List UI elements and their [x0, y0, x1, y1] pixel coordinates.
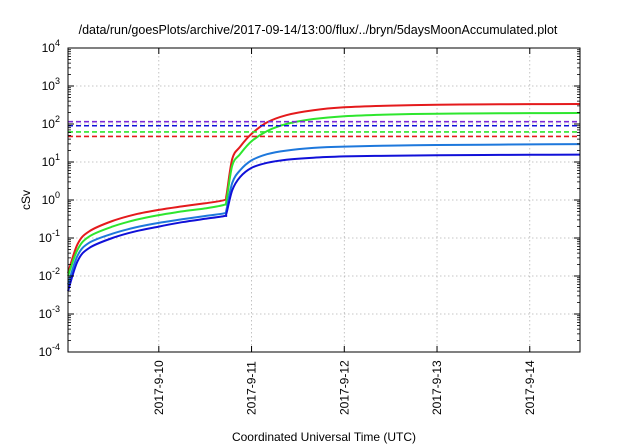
y-tick-exponent: -2 [52, 266, 60, 276]
y-tick-label: 100 [42, 190, 60, 207]
axis-ticks [68, 47, 580, 353]
series-line [67, 153, 581, 292]
y-tick-base: 10 [39, 269, 53, 283]
series-layer [67, 103, 581, 292]
y-tick-label: 101 [42, 152, 60, 169]
series-line [67, 143, 581, 285]
y-tick-exponent: -4 [52, 342, 60, 352]
y-tick-exponent: -3 [52, 304, 60, 314]
y-tick-label: 10-3 [39, 304, 60, 321]
y-tick-exponent: 4 [55, 38, 60, 48]
y-tick-exponent: 3 [55, 76, 60, 86]
y-tick-base: 10 [39, 345, 53, 359]
y-tick-label: 104 [42, 38, 60, 55]
y-tick-base: 10 [42, 155, 56, 169]
x-tick-label: 2017-9-14 [523, 360, 537, 415]
y-tick-label: 10-2 [39, 266, 60, 283]
x-tick-labels: 2017-9-10 2017-9-11 2017-9-12 2017-9-13 2017… [152, 360, 537, 415]
y-tick-base: 10 [42, 41, 56, 55]
y-tick-exponent: 2 [55, 114, 60, 124]
y-tick-label: 10-4 [39, 342, 60, 359]
y-tick-label: 103 [42, 76, 60, 93]
x-tick-label: 2017-9-12 [337, 360, 351, 415]
y-tick-exponent: -1 [52, 228, 60, 238]
y-tick-label: 102 [42, 114, 60, 131]
series-line [67, 103, 581, 274]
y-tick-base: 10 [42, 193, 56, 207]
chart-title: /data/run/goesPlots/archive/2017-09-14/1… [79, 23, 558, 37]
y-tick-exponent: 0 [55, 190, 60, 200]
x-tick-label: 2017-9-10 [152, 360, 166, 415]
series-line [67, 112, 581, 277]
y-tick-base: 10 [42, 117, 56, 131]
y-tick-base: 10 [42, 79, 56, 93]
y-tick-label: 10-1 [39, 228, 60, 245]
x-tick-label: 2017-9-11 [245, 361, 259, 415]
grid [68, 48, 580, 352]
y-tick-base: 10 [39, 307, 53, 321]
y-tick-exponent: 1 [55, 152, 60, 162]
x-tick-label: 2017-9-13 [430, 360, 444, 415]
x-axis-label: Coordinated Universal Time (UTC) [232, 430, 416, 444]
y-axis-label: cSv [19, 190, 33, 210]
y-tick-base: 10 [39, 231, 53, 245]
